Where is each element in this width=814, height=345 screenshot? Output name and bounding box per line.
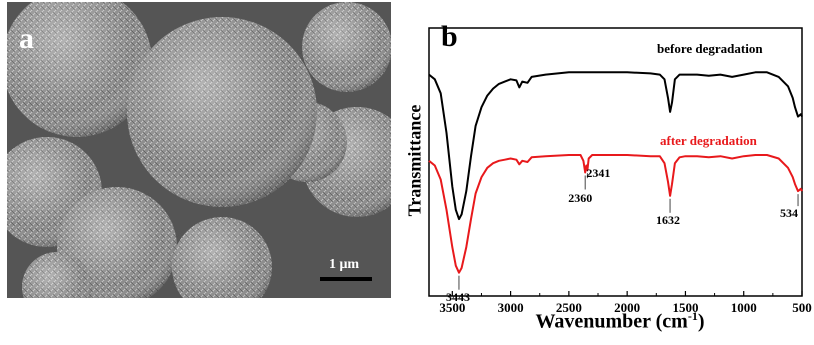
x-tick-label: 2500 (556, 300, 582, 315)
x-axis-title: Wavenumber (cm-1) (490, 309, 750, 334)
x-tick-label: 2000 (614, 300, 640, 315)
series-line-after (428, 154, 803, 274)
sem-micrograph (7, 2, 391, 298)
x-axis-title-close: ) (697, 310, 705, 333)
peak-label: 2360 (568, 191, 593, 206)
sem-image-panel: a 1 μm (7, 2, 391, 298)
scale-bar (320, 277, 372, 281)
ftir-chart: 3500 3000 2500 2000 1500 1000 500 (428, 27, 812, 315)
y-axis-title: Transmittance (404, 104, 425, 217)
peak-label: 3443 (445, 289, 470, 304)
peak-label: 1632 (656, 212, 681, 227)
x-axis-title-text: Wavenumber (cm (535, 310, 688, 333)
panel-a-letter: a (19, 22, 34, 55)
x-tick-label: 500 (792, 300, 812, 315)
series-label-before: before degradation (657, 41, 763, 56)
peak-label: 534 (780, 206, 799, 221)
series-line-before (428, 71, 803, 221)
panel-b-letter: b (441, 20, 458, 53)
series-label-after: after degradation (660, 133, 757, 148)
x-axis-title-superscript: -1 (687, 309, 698, 323)
x-tick-label: 1500 (672, 300, 698, 315)
x-tick-label: 3000 (498, 300, 524, 315)
ftir-chart-panel: 3500 3000 2500 2000 1500 1000 500 b Transmitta… (395, 0, 814, 340)
plot-frame (428, 27, 803, 297)
peak-label: 2341 (586, 166, 611, 181)
x-tick-label: 1000 (731, 300, 757, 315)
scale-bar-label: 1 μm (329, 257, 360, 272)
x-tick-label: 3500 (439, 300, 465, 315)
microsphere-cluster (7, 2, 391, 298)
